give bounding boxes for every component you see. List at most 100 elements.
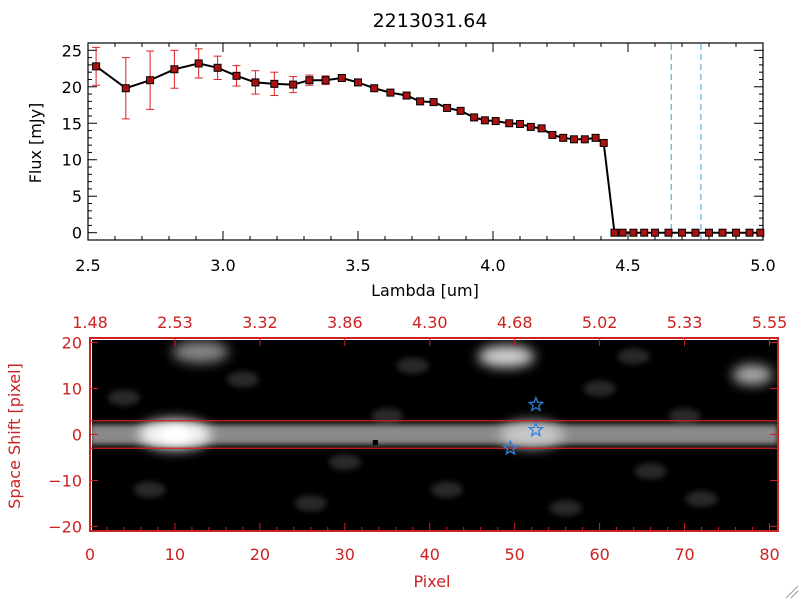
spectrum-data-point [443,103,452,112]
spectrum-data-point [537,124,546,133]
spectrum-y-tick-label: 5 [72,187,82,206]
spectrum-data-point [270,79,279,88]
image-top-tick-label: 3.32 [242,313,278,332]
image-x-tick-label: 40 [420,545,440,564]
spectrum-data-point [664,228,673,237]
image-noise-patch [634,463,667,480]
extraction-band [90,420,778,449]
image-x-label: Pixel [413,572,450,591]
spectrum-data-point [456,106,465,115]
image-y-tick-label: 10 [62,380,82,399]
image-x-tick-label: 30 [335,545,355,564]
spectrum-data-point [570,135,578,144]
spectrum-x-axis: 2.5 3.0 3.5 4.0 4.5 5.0 [75,43,776,275]
spectrum-dashed-lines [670,44,702,239]
spectrum-data-point [321,76,330,85]
spectrum-data-point [305,76,314,85]
spectrum-data-point [618,228,627,237]
image-noise-patch [549,500,582,517]
spectrum-data-point [756,228,765,237]
spectrum-data-point [548,130,557,139]
spectrum-data-point [599,138,608,147]
image-x-tick-label: 80 [759,545,779,564]
image-x-tick-label: 10 [165,545,185,564]
image-noise-patch [371,408,404,425]
image-x-axis: 0 10 20 30 40 50 60 70 80 [85,523,780,564]
spectrum-data-point [580,135,589,144]
chart-title: 2213031.64 [373,10,488,32]
image-noise-patch [685,490,718,507]
spectrum-data-point [146,76,155,85]
image-source-core [160,427,189,442]
image-bad-pixel [372,440,378,446]
spectrum-data-point [251,78,260,87]
spectrum-data-point [386,88,395,97]
image-x-tick-label: 60 [589,545,609,564]
spectrum-data-point [370,84,379,93]
image-top-tick-label: 1.48 [72,313,108,332]
image-y-axis: −20 −10 0 10 20 [48,334,778,536]
image-y-tick-label: −20 [48,517,82,536]
spectrum-data-point [591,133,600,142]
spectrum-data-point [121,84,130,93]
spectrum-data-point [718,228,727,237]
image-noise-patch [328,454,361,471]
spectrum-error-bars [92,46,362,120]
image-noise-patch [294,495,327,512]
image-top-axis: 1.48 2.53 3.32 3.86 4.30 4.68 5.02 5.33 5.55 [72,313,787,346]
spectrum-series-path [95,62,761,234]
image-top-tick-label: 5.02 [582,313,618,332]
spectrum-data-point [691,228,700,237]
spectrum-x-tick-label: 2.5 [75,256,100,275]
image-x-tick-label: 0 [85,545,95,564]
resize-grip-icon[interactable] [785,585,799,599]
spectrum-data-point [705,228,713,237]
image-top-tick-label: 5.55 [752,313,788,332]
spectrum-data-point [491,117,500,126]
star-markers [502,395,545,456]
spectrum-data-point [213,63,222,72]
spectrum-series-line [95,62,761,234]
image-top-tick-label: 4.68 [497,313,533,332]
spectrum-y-label: Flux [mJy] [26,103,45,184]
spectrum-data-point [505,119,514,128]
image-top-tick-label: 3.86 [327,313,363,332]
image-top-tick-label: 5.33 [667,313,703,332]
image-noise-patch [396,357,429,374]
spectrum-data-point [470,113,479,122]
spectrum-y-tick-label: 10 [62,151,82,170]
spectrum-data-point [232,71,241,80]
spectrum-data-point [732,228,740,237]
image-noise-patch [668,408,701,425]
spectrum-data-point [526,122,535,131]
spectrum-data-point [640,228,649,237]
image-source-blob [732,364,773,385]
spectrum-data-point [402,91,411,100]
spectrum-data-point [745,228,754,237]
image-noise-patch [133,481,166,498]
spectrum-data-point [480,116,489,125]
image-y-label: Space Shift [pixel] [5,363,24,509]
spectrum-data-point [610,228,619,237]
image-y-tick-label: 0 [72,426,82,445]
image-noise-patch [583,380,616,397]
spectrum-x-tick-label: 4.5 [615,256,640,275]
image-noise-patch [226,371,259,388]
spectrum-y-tick-label: 15 [62,114,82,133]
spectrum-data-point [429,98,438,107]
spectrum-x-tick-label: 3.5 [345,256,370,275]
spectrum-data-point [194,59,203,68]
image-y-tick-label: −10 [48,471,82,490]
spectrum-x-label: Lambda [um] [371,281,479,300]
image-noise-patch [107,389,140,406]
spectrum-data-point [337,74,346,83]
spectrum-data-point [559,133,568,142]
star-marker-icon [502,439,519,456]
spectrum-data-point [416,97,425,106]
spectrum-plot-frame [87,42,764,241]
spectrum-x-tick-label: 3.0 [210,256,235,275]
spectrum-y-axis: 0 5 10 15 20 25 [62,41,763,243]
spectrum-data-points [92,59,765,237]
star-marker-icon [527,395,545,412]
